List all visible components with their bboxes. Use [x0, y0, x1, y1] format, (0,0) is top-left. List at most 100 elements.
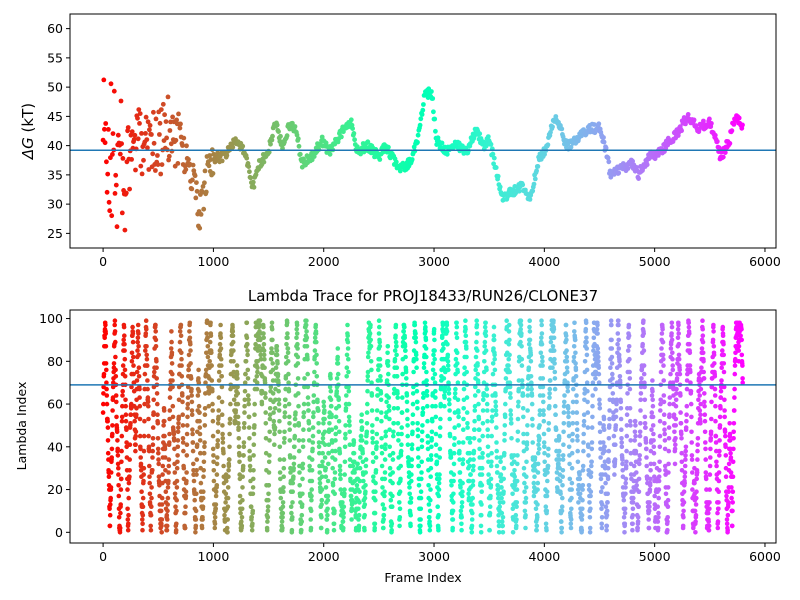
lambda-point [471, 436, 477, 441]
lambda-point [577, 491, 583, 497]
lambda-point [491, 324, 497, 330]
lambda-point [165, 508, 170, 514]
lambda-point [300, 438, 306, 443]
lambda-point [716, 478, 722, 484]
lambda-point [378, 378, 383, 383]
lambda-point [196, 367, 201, 373]
lambda-point [456, 414, 461, 420]
lambda-point [242, 397, 248, 403]
lambda-point [667, 401, 672, 407]
lambda-point [193, 523, 199, 529]
lambda-point [689, 414, 694, 420]
delta-g-point [418, 116, 424, 122]
lambda-point [112, 322, 117, 328]
lambda-point [427, 527, 433, 533]
lambda-point [548, 339, 554, 345]
lambda-point [604, 527, 609, 533]
lambda-point [526, 341, 532, 347]
lambda-point [316, 421, 321, 426]
lambda-point [292, 444, 297, 450]
delta-g-point [644, 162, 650, 168]
lambda-point [542, 444, 547, 450]
lambda-point [240, 474, 245, 480]
lambda-point [591, 335, 597, 341]
lambda-point [161, 423, 166, 428]
lambda-point [519, 344, 524, 349]
lambda-point [447, 416, 453, 422]
lambda-point [124, 440, 129, 445]
lambda-point [147, 480, 152, 486]
lambda-point [285, 359, 291, 364]
lambda-point [136, 331, 141, 336]
delta-g-point [377, 157, 383, 162]
lambda-point [489, 433, 495, 439]
lambda-point [235, 384, 240, 390]
lambda-point [133, 433, 138, 439]
lambda-point [512, 474, 517, 480]
lambda-point [285, 335, 290, 341]
delta-g-point [531, 181, 537, 187]
lambda-point [535, 487, 540, 492]
lambda-point [185, 384, 191, 390]
lambda-point [579, 512, 585, 518]
lambda-point [264, 527, 270, 533]
lambda-point [638, 384, 644, 390]
lambda-point [565, 388, 571, 394]
lambda-point [569, 480, 575, 486]
lambda-point [428, 465, 434, 471]
lambda-point [291, 474, 296, 480]
lambda-point [618, 399, 624, 405]
lambda-point [686, 320, 691, 326]
lambda-point [186, 352, 192, 358]
lambda-point [527, 329, 533, 334]
lambda-point [215, 421, 221, 426]
lambda-point [277, 429, 282, 435]
lambda-point [365, 374, 371, 379]
lambda-point [391, 406, 397, 411]
delta-g-point [488, 141, 494, 147]
lambda-point [135, 339, 140, 345]
delta-g-point [151, 109, 156, 115]
lambda-point [447, 408, 452, 413]
lambda-point [628, 450, 634, 456]
lambda-point [650, 423, 656, 428]
lambda-point [432, 348, 437, 353]
lambda-point [478, 530, 484, 535]
delta-g-point [157, 132, 162, 137]
lambda-point [374, 444, 379, 450]
lambda-point [318, 525, 324, 531]
lambda-point [359, 425, 365, 430]
lambda-point [205, 344, 211, 349]
lambda-point [326, 442, 332, 448]
lambda-point [445, 359, 451, 364]
lambda-point [601, 427, 607, 433]
lambda-point [624, 423, 630, 428]
lambda-point [642, 384, 647, 390]
lambda-point [391, 421, 397, 426]
lambda-point [218, 346, 224, 351]
lambda-point [253, 341, 258, 347]
lambda-point [604, 512, 610, 518]
lambda-point [504, 318, 510, 324]
delta-g-point [177, 125, 183, 131]
lambda-point [720, 333, 726, 339]
lambda-point [419, 470, 424, 475]
lambda-point [159, 495, 165, 501]
lambda-point [215, 442, 220, 448]
delta-g-point [113, 172, 119, 178]
lambda-point [723, 444, 728, 450]
lambda-point [370, 459, 376, 465]
lambda-point [609, 354, 615, 360]
lambda-point [331, 527, 337, 533]
lambda-point [590, 380, 596, 386]
lambda-point [347, 457, 353, 462]
lambda-point [500, 515, 506, 520]
lambda-point [409, 478, 414, 484]
lambda-point [424, 393, 430, 398]
lambda-point [531, 493, 537, 499]
lambda-point [334, 376, 340, 381]
lambda-point [184, 478, 189, 484]
lambda-point [499, 510, 505, 516]
delta-g-point [155, 162, 161, 168]
lambda-point [176, 397, 182, 403]
